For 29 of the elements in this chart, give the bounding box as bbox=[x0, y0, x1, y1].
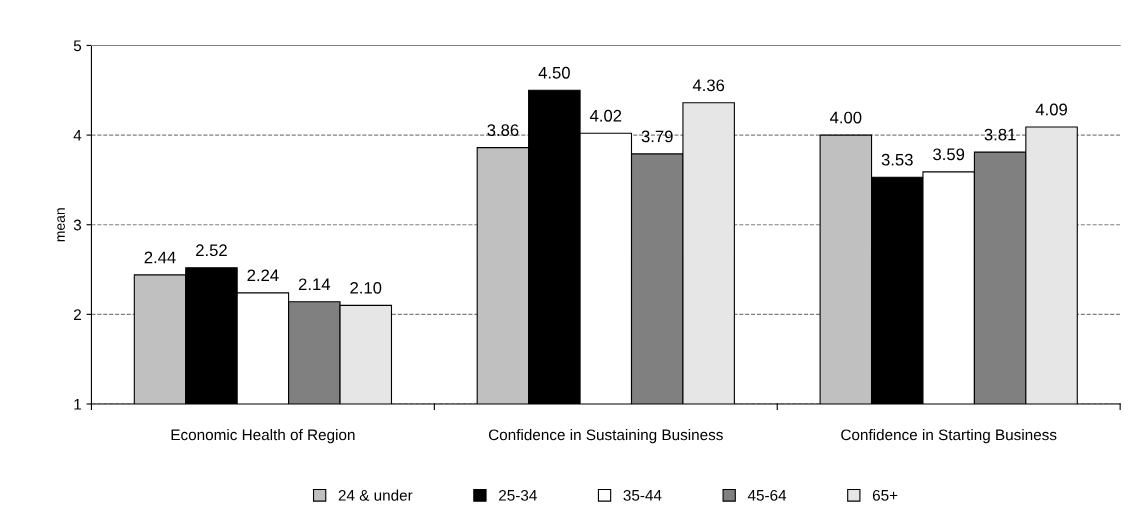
data-label: 3.79 bbox=[641, 130, 673, 143]
legend-label: 45-64 bbox=[747, 489, 787, 501]
data-label: 4.50 bbox=[538, 66, 570, 79]
y-tick-label: 4 bbox=[73, 130, 82, 141]
legend-label: 24 & under bbox=[338, 489, 413, 501]
x-tick-label: Confidence in Starting Business bbox=[841, 429, 1057, 444]
legend-label: 25-34 bbox=[499, 489, 537, 501]
data-label: 4.02 bbox=[589, 109, 622, 122]
y-axis-title: mean bbox=[57, 208, 65, 242]
x-tick-label: Economic Health of Region bbox=[171, 429, 355, 444]
data-label: 3.86 bbox=[487, 124, 519, 137]
data-label: 2.10 bbox=[350, 281, 382, 294]
data-label: 4.09 bbox=[1035, 103, 1067, 116]
y-tick-label: 2 bbox=[73, 309, 81, 320]
data-label: 2.52 bbox=[196, 244, 227, 257]
y-tick-label: 3 bbox=[73, 219, 82, 231]
data-label: 2.24 bbox=[247, 269, 279, 282]
y-tick-label: 5 bbox=[73, 40, 82, 52]
legend-label: 65+ bbox=[872, 489, 898, 501]
x-tick-label: Confidence in Sustaining Business bbox=[488, 429, 723, 444]
data-label: 2.14 bbox=[298, 278, 331, 291]
data-label: 3.53 bbox=[881, 153, 913, 166]
data-label: 4.36 bbox=[692, 79, 725, 92]
data-label: 2.44 bbox=[144, 251, 176, 264]
data-label: 3.81 bbox=[984, 128, 1016, 141]
data-label: 3.59 bbox=[933, 148, 965, 161]
legend-label: 35-44 bbox=[623, 489, 662, 501]
data-label: 4.00 bbox=[829, 111, 862, 124]
y-tick-label: 1 bbox=[74, 399, 81, 410]
